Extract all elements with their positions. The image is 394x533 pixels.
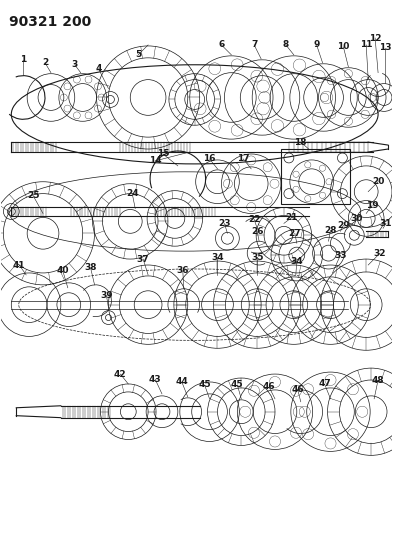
Text: 47: 47: [318, 379, 331, 389]
Text: 36: 36: [177, 266, 189, 276]
Text: 45: 45: [231, 381, 243, 390]
Text: 44: 44: [175, 377, 188, 386]
Text: 34: 34: [211, 253, 224, 262]
Text: 28: 28: [324, 226, 337, 235]
Text: 3: 3: [72, 60, 78, 69]
Text: 32: 32: [374, 248, 387, 257]
Text: 30: 30: [350, 214, 362, 223]
Text: 10: 10: [337, 43, 349, 51]
Text: 15: 15: [157, 149, 169, 158]
Text: 23: 23: [218, 219, 230, 228]
Text: 13: 13: [379, 43, 391, 52]
Text: 14: 14: [149, 156, 162, 165]
Text: 37: 37: [137, 255, 149, 263]
Text: 35: 35: [251, 253, 264, 262]
Text: 12: 12: [369, 34, 381, 43]
Text: 2: 2: [42, 58, 48, 67]
Text: 1: 1: [20, 55, 26, 64]
Text: 11: 11: [360, 41, 372, 50]
Text: 17: 17: [237, 155, 249, 164]
Text: 16: 16: [203, 155, 216, 164]
Text: 7: 7: [251, 41, 257, 50]
Text: 46: 46: [263, 383, 275, 391]
Text: 6: 6: [218, 41, 225, 50]
Text: 22: 22: [248, 215, 260, 224]
Text: 39: 39: [100, 291, 113, 300]
Text: 5: 5: [135, 50, 141, 59]
Text: 38: 38: [84, 263, 97, 272]
Text: 41: 41: [13, 261, 26, 270]
Text: 27: 27: [288, 229, 301, 238]
Text: 18: 18: [295, 138, 307, 147]
Text: 20: 20: [372, 177, 384, 186]
Text: 90321 200: 90321 200: [9, 15, 91, 29]
Text: 42: 42: [114, 369, 126, 378]
Text: 24: 24: [126, 189, 139, 198]
Text: 31: 31: [380, 219, 392, 228]
Text: 21: 21: [286, 213, 298, 222]
Text: 25: 25: [27, 191, 39, 200]
Text: 46: 46: [292, 385, 304, 394]
Text: 33: 33: [334, 251, 347, 260]
Text: 26: 26: [251, 227, 264, 236]
Text: 43: 43: [149, 375, 162, 384]
Text: 45: 45: [198, 381, 211, 390]
Text: 8: 8: [283, 41, 289, 50]
Text: 34: 34: [290, 256, 303, 265]
Text: 9: 9: [314, 41, 320, 50]
Text: 40: 40: [57, 266, 69, 276]
Text: 48: 48: [372, 376, 385, 384]
Text: 29: 29: [337, 221, 350, 230]
Text: 19: 19: [366, 201, 379, 210]
Text: 4: 4: [95, 64, 102, 73]
